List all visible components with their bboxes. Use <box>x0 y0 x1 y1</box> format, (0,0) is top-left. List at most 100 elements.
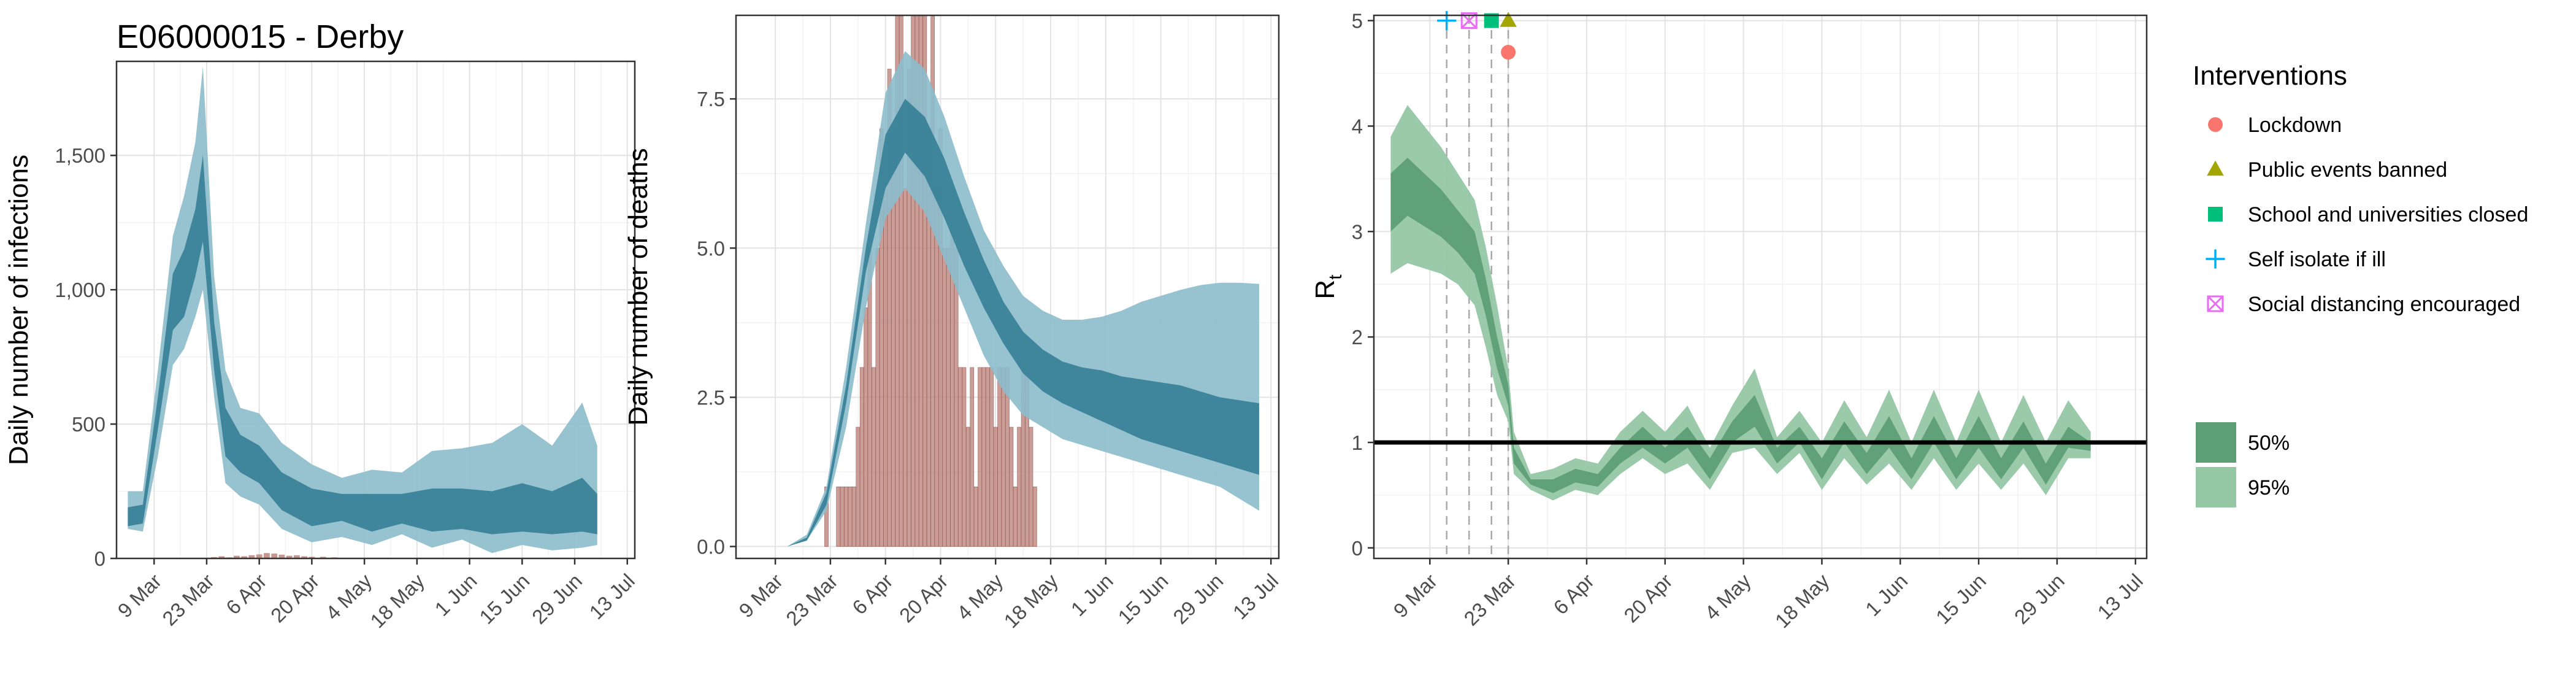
case-bar <box>301 556 308 558</box>
x-tick-label: 18 May <box>1771 569 1834 632</box>
social-distancing-marker <box>2207 295 2224 312</box>
case-bar <box>320 557 326 558</box>
y-tick-label: 5 <box>1352 10 1363 33</box>
x-tick-label: 20 Apr <box>266 569 324 627</box>
y-tick-label: 1 <box>1352 431 1363 454</box>
self-isolate-marker <box>2206 249 2225 269</box>
death-bar <box>981 367 986 547</box>
chart-title: E06000015 - Derby <box>117 18 404 55</box>
death-bar <box>887 69 892 547</box>
x-tick-label: 1 Jun <box>430 569 481 620</box>
y-tick-label: 7.5 <box>697 88 725 110</box>
y-tick-label: 1,500 <box>55 144 105 167</box>
death-bar <box>1029 426 1033 547</box>
death-bar <box>1001 367 1006 547</box>
death-bar <box>895 15 900 547</box>
x-tick-label: 9 Mar <box>1389 569 1442 622</box>
x-tick-label: 23 Mar <box>781 569 842 630</box>
death-bar <box>942 247 947 547</box>
x-tick-label: 13 Jul <box>1229 569 1282 623</box>
case-bar <box>248 555 255 558</box>
x-tick-label: 6 Apr <box>221 569 271 619</box>
legend-band-swatch <box>2196 422 2236 463</box>
y-tick-label: 2 <box>1352 326 1363 349</box>
x-tick-label: 9 Mar <box>734 569 787 622</box>
death-bar <box>966 426 970 547</box>
death-bar <box>914 15 919 547</box>
y-tick-label: 0.0 <box>697 536 725 558</box>
death-bar <box>836 486 841 547</box>
x-tick-label: 18 May <box>999 569 1062 632</box>
y-axis-label: Daily number of infections <box>4 155 34 465</box>
public-events-marker <box>2207 160 2224 176</box>
band-50pct <box>1390 157 2091 493</box>
y-tick-label: 1,000 <box>55 279 105 301</box>
death-bar <box>1009 426 1014 547</box>
legend-item-label: Public events banned <box>2248 158 2447 182</box>
death-bar <box>899 15 903 547</box>
panel-border <box>1373 14 2148 560</box>
panel-3: 0 1 2 3 4 5 9 Mar 23 Mar 6 Apr 20 Apr 4 May 18 May 1… <box>1310 10 2148 632</box>
death-bar <box>946 247 951 547</box>
case-bar <box>264 553 270 558</box>
death-bar <box>986 367 990 547</box>
x-tick-label: 18 May <box>366 569 429 632</box>
death-bar <box>872 367 876 547</box>
y-tick-label: 4 <box>1352 115 1363 137</box>
x-tick-label: 20 Apr <box>895 569 953 627</box>
public-events-marker <box>1500 12 1517 27</box>
legend: Interventions Lockdown Public events banne… <box>2193 61 2528 507</box>
lockdown-marker <box>1501 45 1516 60</box>
y-tick-label: 0 <box>94 547 105 570</box>
death-bar <box>1033 486 1037 547</box>
x-tick-label: 20 Apr <box>1619 569 1677 627</box>
death-bar <box>1013 486 1018 547</box>
x-tick-label: 23 Mar <box>1459 569 1520 630</box>
legend-item-label: Lockdown <box>2248 114 2342 137</box>
legend-title: Interventions <box>2193 61 2347 91</box>
lockdown-marker <box>2208 117 2223 132</box>
death-bar <box>859 367 864 547</box>
case-bar <box>294 555 300 558</box>
case-bar <box>218 556 225 558</box>
plot-area <box>767 15 1259 547</box>
self-isolate-marker <box>1437 10 1457 31</box>
x-tick-label: 15 Jun <box>1113 569 1172 628</box>
x-tick-label: 1 Jun <box>1067 569 1117 620</box>
schools-marker <box>2208 207 2223 222</box>
x-tick-label: 29 Jun <box>527 569 586 628</box>
death-bar <box>989 367 994 547</box>
case-bar <box>278 554 285 558</box>
death-bar <box>852 486 856 547</box>
x-tick-label: 29 Jun <box>1168 569 1227 628</box>
death-bar <box>856 426 861 547</box>
y-tick-label: 3 <box>1352 220 1363 243</box>
death-bar <box>903 188 908 547</box>
legend-item-label: Self isolate if ill <box>2248 248 2386 271</box>
death-bar <box>970 367 975 547</box>
x-tick-label: 6 Apr <box>848 569 897 619</box>
x-tick-label: 15 Jun <box>1931 569 1990 628</box>
x-tick-label: 1 Jun <box>1861 569 1912 620</box>
x-tick-label: 23 Mar <box>158 569 218 630</box>
death-bar <box>978 367 982 547</box>
panel-border <box>735 14 1280 560</box>
y-tick-label: 2.5 <box>697 386 725 409</box>
band-95pct <box>128 66 597 554</box>
legend-item-label: School and universities closed <box>2248 203 2528 226</box>
case-bar <box>271 554 278 558</box>
legend-band-label: 50% <box>2248 431 2290 455</box>
death-bar <box>875 247 880 547</box>
x-tick-label: 29 Jun <box>2010 569 2069 628</box>
case-bar <box>241 556 248 558</box>
case-bar <box>286 555 293 558</box>
y-axis-label: Daily number of deaths <box>623 148 653 425</box>
case-bar <box>309 557 315 558</box>
y-tick-label: 500 <box>72 413 105 436</box>
legend-band-label: 95% <box>2248 476 2290 500</box>
death-bar <box>919 15 923 547</box>
case-bar <box>234 555 240 558</box>
x-tick-label: 4 May <box>1700 569 1755 624</box>
